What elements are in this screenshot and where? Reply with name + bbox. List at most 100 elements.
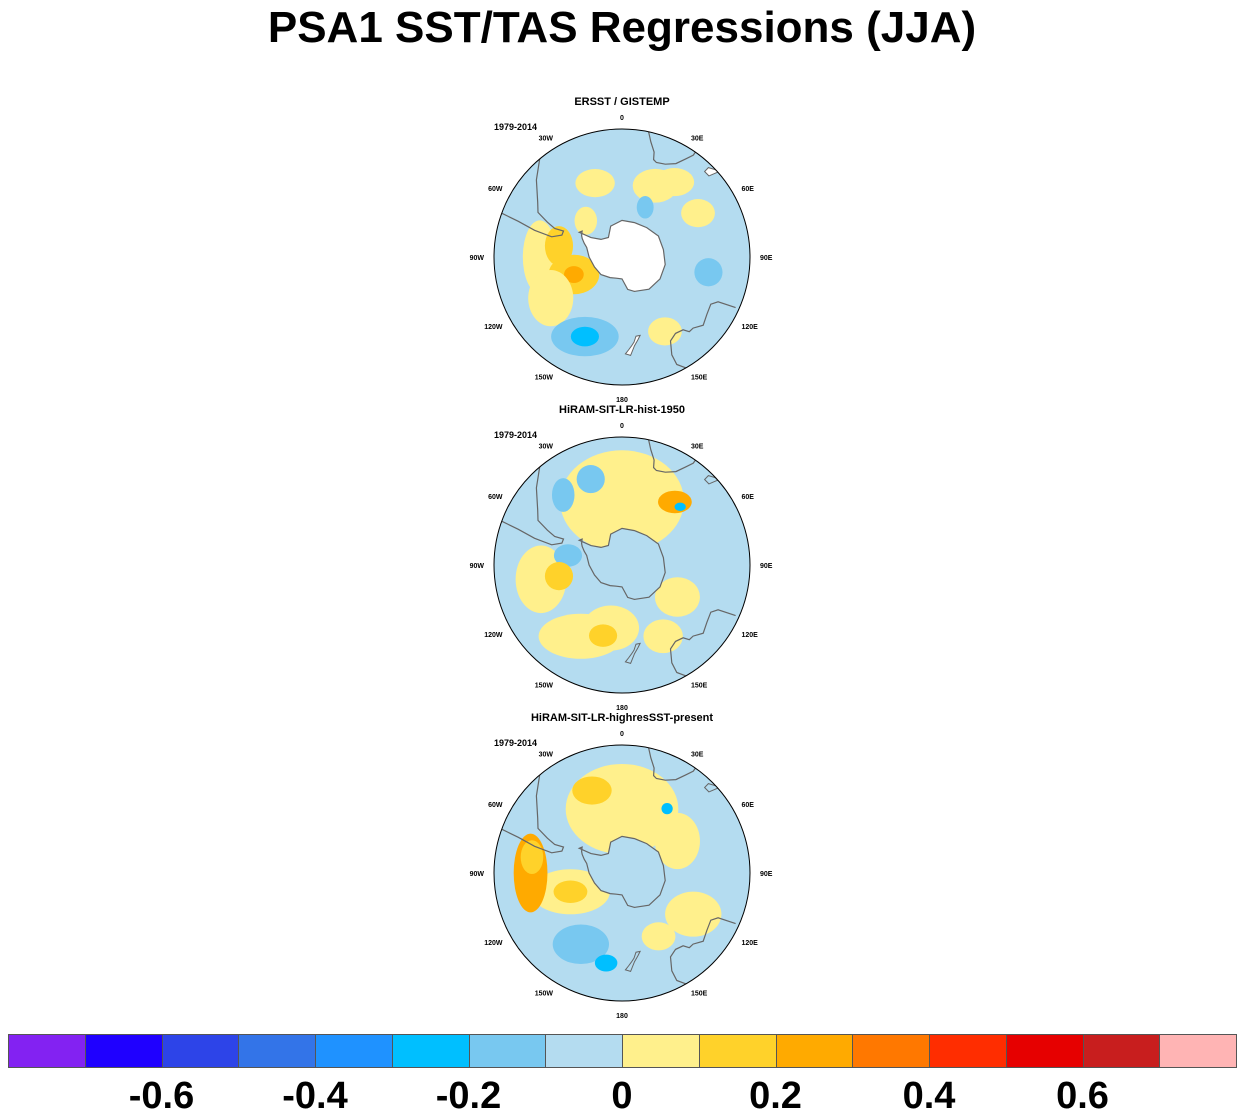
australia-coastline — [669, 301, 736, 369]
colorbar-swatch — [84, 1034, 163, 1068]
anomaly-region — [575, 169, 615, 198]
antarctica-coastline — [577, 835, 666, 909]
lon-tick-label: 30W — [539, 443, 554, 450]
lon-tick-label: 0 — [620, 115, 624, 122]
lon-tick-label: 90E — [760, 871, 773, 878]
lon-tick-label: 30E — [691, 443, 704, 450]
period-label: 1979-2014 — [494, 738, 537, 748]
anomaly-region — [552, 924, 610, 964]
colorbar-swatch — [852, 1034, 930, 1068]
anomaly-region — [665, 891, 722, 937]
lon-tick-label: 90E — [760, 563, 773, 570]
lon-tick-label: 180 — [616, 1013, 628, 1020]
anomaly-region — [641, 922, 676, 951]
period-label: 1979-2014 — [494, 430, 537, 440]
colorbar-swatch — [545, 1034, 623, 1068]
map-panel-highressst-present: HiRAM-SIT-LR-highresSST-present 1979-2014… — [470, 711, 774, 1020]
anomaly-region — [657, 490, 692, 514]
samerica-coastline — [501, 774, 565, 854]
lon-tick-label: 90E — [760, 255, 773, 262]
colorbar-swatch — [775, 1034, 854, 1068]
colorbar-swatch — [698, 1034, 777, 1068]
samerica-coastline — [501, 466, 565, 546]
colorbar-tick-label: -0.2 — [435, 1075, 502, 1117]
lon-tick-label: 150E — [691, 375, 708, 382]
africa-coastline — [648, 439, 696, 473]
lon-tick-label: 30W — [539, 751, 554, 758]
lon-tick-label: 60E — [742, 186, 755, 193]
anomaly-region — [674, 502, 686, 512]
colorbar-tick-label: 0.6 — [1056, 1075, 1109, 1117]
colorbar-tick-label: 0 — [611, 1075, 633, 1117]
anomaly-region — [564, 266, 584, 283]
anomaly-region — [588, 624, 618, 647]
colorbar-swatch — [622, 1034, 700, 1068]
anomaly-region — [643, 619, 683, 654]
lon-tick-label: 120W — [484, 632, 503, 639]
map-border — [493, 128, 751, 386]
nz-coastline — [624, 642, 642, 665]
anomaly-region — [661, 802, 673, 815]
anomaly-region — [576, 465, 605, 494]
period-label: 1979-2014 — [494, 122, 537, 132]
anomaly-region — [544, 562, 574, 591]
anomaly-region — [681, 199, 715, 228]
lon-tick-label: 120E — [742, 940, 759, 947]
panel-title: HiRAM-SIT-LR-hist-1950 — [559, 404, 685, 416]
map-panel-hist-1950: HiRAM-SIT-LR-hist-1950 1979-2014 0 30E 60E 90… — [470, 403, 774, 712]
lon-tick-label: 150E — [691, 991, 708, 998]
anomaly-region — [515, 545, 567, 614]
anomaly-region — [594, 954, 618, 972]
panel-title: HiRAM-SIT-LR-highresSST-present — [531, 712, 713, 724]
africa-coastline — [648, 747, 696, 781]
colorbar-tick-label: -0.6 — [128, 1075, 195, 1117]
map-border — [493, 436, 751, 694]
map-panel-ersst: ERSST / GISTEMP 1979-2014 0 30E 60E 90E 120E 15… — [470, 95, 774, 404]
colorbar-swatch — [161, 1034, 240, 1068]
lon-tick-label: 150E — [691, 683, 708, 690]
colorbar-tick-label: -0.4 — [282, 1075, 348, 1117]
lon-tick-label: 120W — [484, 940, 503, 947]
africa-coastline — [648, 131, 696, 165]
lon-tick-label: 60W — [488, 494, 503, 501]
lon-tick-label: 90W — [470, 563, 485, 570]
australia-coastline — [669, 609, 736, 677]
lon-tick-label: 150W — [535, 991, 554, 998]
nz-coastline — [624, 334, 642, 357]
colorbar-swatch — [391, 1034, 470, 1068]
figure-title: PSA1 SST/TAS Regressions (JJA) — [267, 3, 977, 52]
colorbar — [8, 1034, 1237, 1070]
anomaly-region — [572, 776, 612, 805]
nz-coastline — [624, 950, 642, 973]
colorbar-swatch — [1005, 1034, 1084, 1068]
colorbar-swatch — [315, 1034, 393, 1068]
lon-tick-label: 30W — [539, 135, 554, 142]
anomaly-region — [544, 226, 574, 266]
map-border — [493, 744, 751, 1002]
colorbar-swatch — [238, 1034, 316, 1068]
anomaly-region — [570, 326, 599, 347]
anomaly-region — [654, 168, 695, 197]
lon-tick-label: 30E — [691, 135, 704, 142]
anomaly-region — [636, 196, 654, 219]
anomaly-region — [553, 544, 583, 567]
anomaly-region — [520, 840, 544, 875]
australia-coastline — [669, 917, 736, 985]
colorbar-swatch — [929, 1034, 1007, 1068]
colorbar-tick-label: 0.2 — [749, 1075, 802, 1117]
anomaly-region — [528, 269, 574, 327]
lon-tick-label: 90W — [470, 871, 485, 878]
lon-tick-label: 120E — [742, 632, 759, 639]
lon-tick-label: 90W — [470, 255, 485, 262]
anomaly-region — [648, 317, 682, 346]
colorbar-swatch — [1082, 1034, 1161, 1068]
anomaly-region — [574, 206, 598, 235]
lon-tick-label: 60W — [488, 802, 503, 809]
antarctica-coastline — [577, 219, 666, 293]
lon-tick-label: 120W — [484, 324, 503, 331]
colorbar-swatch — [1159, 1034, 1237, 1068]
lon-tick-label: 180 — [616, 397, 628, 404]
colorbar-swatch — [468, 1034, 547, 1068]
lon-tick-label: 60E — [742, 494, 755, 501]
antarctica-coastline — [577, 527, 666, 601]
